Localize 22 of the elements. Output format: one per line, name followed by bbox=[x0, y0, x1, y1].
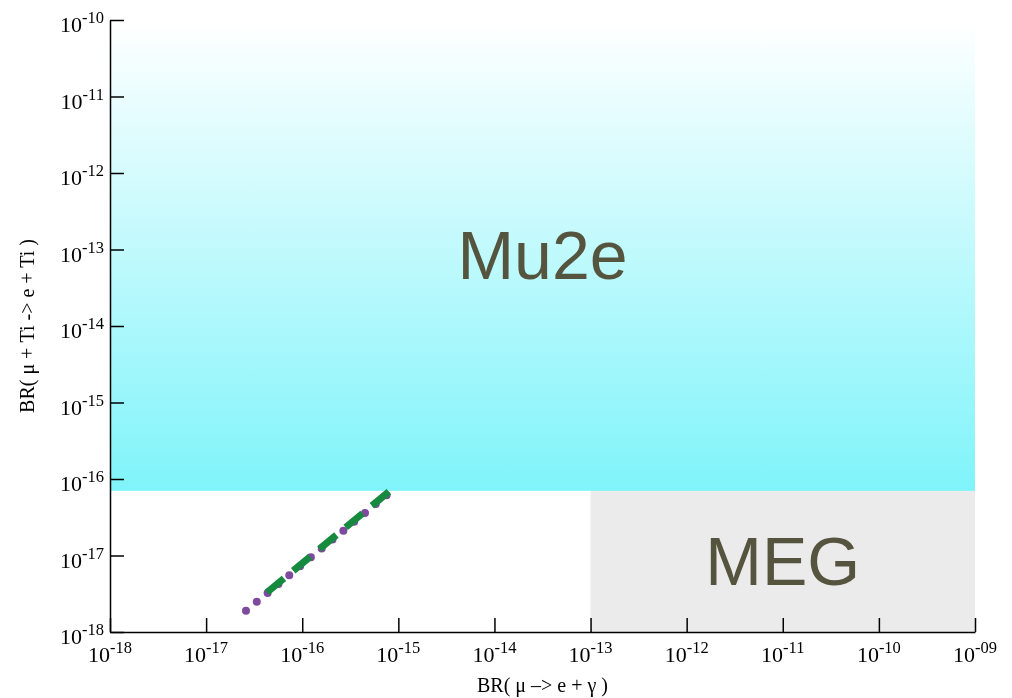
x-tick-label: 10$^{-11}$ bbox=[761, 637, 805, 667]
y-tick-label: 10$^{-11}$ bbox=[60, 84, 104, 114]
band-label: MEG bbox=[705, 523, 861, 600]
x-tick-label: 10$^{-18}$ bbox=[88, 637, 132, 667]
x-tick-label: 10$^{-15}$ bbox=[376, 637, 421, 667]
y-tick-label: 10$^{-15}$ bbox=[60, 390, 104, 420]
x-tick-label: 10$^{-13}$ bbox=[568, 637, 613, 667]
x-tick-label: 10$^{-16}$ bbox=[280, 637, 325, 667]
x-tick-label: 10$^{-09}$ bbox=[953, 637, 997, 667]
y-tick-label: 10$^{-12}$ bbox=[60, 160, 104, 190]
y-tick-label: 10$^{-13}$ bbox=[60, 237, 104, 267]
y-tick-label: 10$^{-14}$ bbox=[60, 313, 104, 343]
y-tick-label: 10$^{-17}$ bbox=[60, 543, 104, 573]
x-axis-title: BR( μ –> e + γ ) bbox=[477, 674, 608, 697]
y-tick-label: 10$^{-16}$ bbox=[60, 466, 104, 496]
band-label: Mu2e bbox=[457, 217, 628, 294]
y-axis-title: BR( μ + Ti -> e + Ti ) bbox=[16, 239, 39, 413]
x-tick-label: 10$^{-17}$ bbox=[184, 637, 229, 667]
x-tick-label: 10$^{-10}$ bbox=[856, 637, 901, 667]
x-tick-label: 10$^{-14}$ bbox=[472, 637, 517, 667]
x-tick-label: 10$^{-12}$ bbox=[664, 637, 709, 667]
y-tick-label: 10$^{-10}$ bbox=[60, 7, 104, 37]
